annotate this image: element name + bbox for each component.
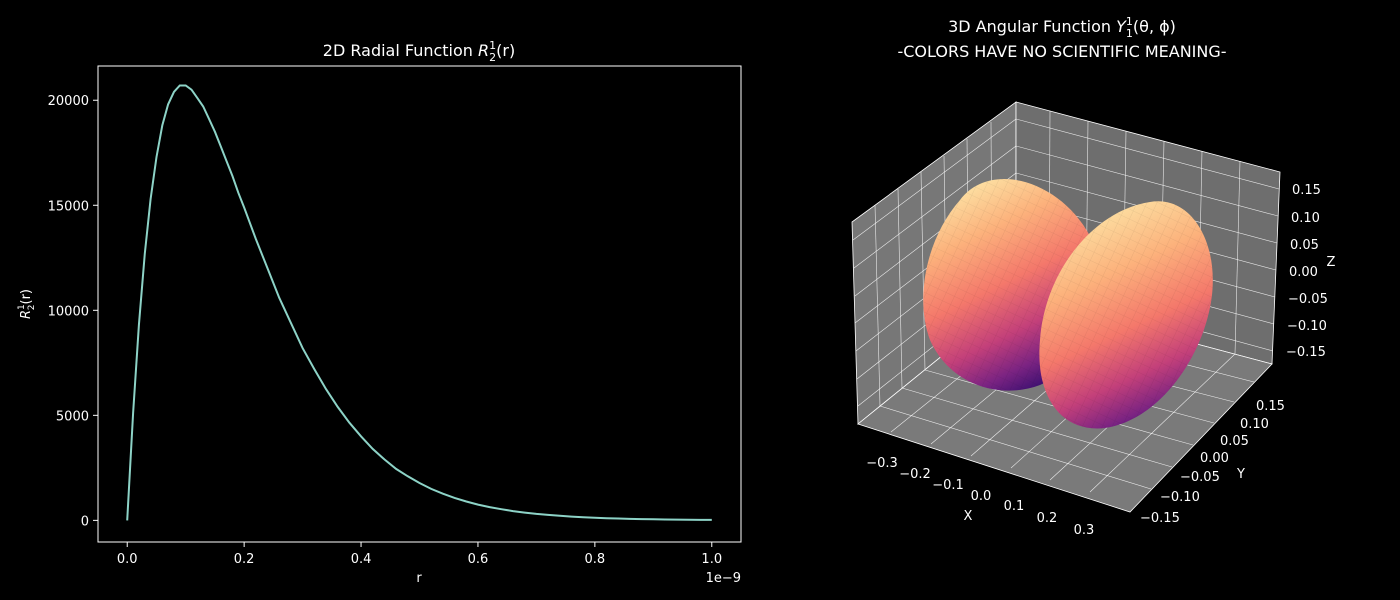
radial-plot-frame	[97, 65, 742, 543]
radial-x-ticks: 0.0 0.2 0.4 0.6 0.8 1.0	[117, 542, 722, 567]
radial-x-axis-label: r	[416, 571, 422, 586]
y-3d-tick-label: 0.10	[1240, 417, 1269, 432]
z-3d-tick-label: −0.15	[1286, 345, 1326, 360]
x-3d-tick-label: 0.3	[1074, 523, 1095, 538]
z-3d-tick-label: −0.10	[1287, 319, 1327, 334]
radial-chart-title: 2D Radial Function R1 2(r)	[323, 39, 515, 64]
y-tick-label: 0	[81, 514, 89, 529]
y-3d-tick-label: −0.05	[1180, 470, 1220, 485]
x-3d-tick-label: 0.0	[971, 489, 992, 504]
x-axis-3d-label: X	[964, 509, 973, 524]
x-axis-3d-ticks: −0.3−0.2−0.1 0.0 0.1 0.2 0.3	[866, 456, 1094, 538]
radial-function-chart: 2D Radial Function R1 2(r) 0.0 0.2 0.4 0.6 0.…	[17, 39, 742, 586]
z-3d-tick-label: 0.10	[1291, 211, 1320, 226]
y-axis-3d-ticks: −0.15 −0.10 −0.05 0.00 0.05 0.10 0.15	[1140, 399, 1285, 526]
y-3d-tick-label: 0.00	[1200, 451, 1229, 466]
lobe-positive-x-mesh	[1039, 201, 1213, 429]
y-3d-tick-label: 0.05	[1220, 434, 1249, 449]
radial-x-offset-label: 1e−9	[706, 571, 741, 586]
y-tick-label: 5000	[56, 409, 89, 424]
z-3d-tick-label: 0.00	[1289, 265, 1318, 280]
x-tick-label: 0.8	[585, 552, 606, 567]
y-3d-tick-label: −0.15	[1140, 511, 1180, 526]
z-3d-tick-label: 0.05	[1290, 238, 1319, 253]
z-axis-3d-ticks: −0.15 −0.10 −0.05 0.00 0.05 0.10 0.15	[1286, 183, 1328, 360]
y-tick-label: 10000	[48, 304, 89, 319]
z-3d-tick-label: 0.15	[1292, 183, 1321, 198]
x-3d-tick-label: −0.2	[899, 467, 931, 482]
radial-y-ticks: 0 5000 10000 15000 20000	[48, 94, 98, 529]
x-tick-label: 0.4	[351, 552, 372, 567]
x-3d-tick-label: −0.1	[932, 478, 964, 493]
radial-function-line	[126, 84, 712, 521]
angular-function-3d-chart: 3D Angular Function Y1 1(θ, ϕ) -COLORS HA…	[851, 15, 1336, 538]
radial-y-axis-label: R12(r)	[17, 289, 37, 319]
y-3d-tick-label: −0.10	[1160, 490, 1200, 505]
y-tick-label: 20000	[48, 94, 89, 109]
z-axis-3d-label: Z	[1327, 255, 1336, 270]
x-tick-label: 0.0	[117, 552, 138, 567]
x-3d-tick-label: 0.1	[1004, 499, 1025, 514]
x-tick-label: 0.6	[468, 552, 489, 567]
y-tick-label: 15000	[48, 199, 89, 214]
angular-chart-subtitle: -COLORS HAVE NO SCIENTIFIC MEANING-	[897, 42, 1226, 61]
x-tick-label: 1.0	[701, 552, 722, 567]
x-tick-label: 0.2	[234, 552, 255, 567]
angular-chart-title: 3D Angular Function Y1 1(θ, ϕ)	[948, 15, 1176, 40]
angular-surface	[923, 179, 1213, 429]
y-3d-tick-label: 0.15	[1256, 399, 1285, 414]
y-axis-3d-label: Y	[1236, 467, 1245, 482]
x-3d-tick-label: −0.3	[866, 456, 898, 471]
z-3d-tick-label: −0.05	[1288, 292, 1328, 307]
x-3d-tick-label: 0.2	[1037, 511, 1058, 526]
